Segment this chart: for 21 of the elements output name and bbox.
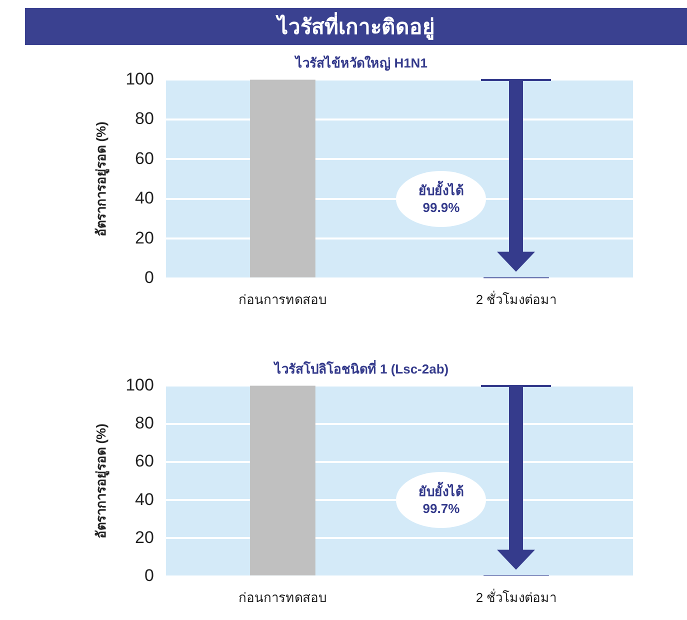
chart-title: ไวรัสโปลิโอชนิดที่ 1 (Lsc-2ab) (272, 359, 449, 376)
x-tick-label: ก่อนการทดสอบ (238, 590, 327, 605)
y-tick-label: 0 (144, 566, 154, 586)
y-axis-title: อัตราการอยู่รอด (%) (93, 424, 110, 538)
y-tick-label: 0 (144, 268, 154, 288)
y-tick-label: 40 (135, 490, 154, 509)
x-tick-label: 2 ชั่วโมงต่อมา (476, 290, 557, 307)
chart-title: ไวรัสที่เกาะติดอยู่ (25, 8, 687, 45)
y-tick-label: 80 (135, 413, 154, 432)
y-tick-label: 20 (135, 528, 154, 547)
y-tick-label: 60 (135, 452, 154, 471)
y-tick-label: 100 (126, 69, 154, 88)
chart-subtitle: ไวรัสไข้หวัดใหญ่ H1N1 (294, 54, 428, 72)
y-tick-label: 80 (135, 109, 154, 128)
y-tick-label: 40 (135, 188, 154, 208)
x-tick-label: ก่อนการทดสอบ (238, 292, 327, 307)
x-tick-label: 2 ชั่วโมงต่อมา (476, 588, 557, 605)
y-tick-label: 100 (126, 375, 154, 394)
y-tick-label: 20 (135, 228, 154, 248)
y-tick-label: 60 (135, 148, 154, 168)
y-axis-title: อัตราการอยู่รอด (%) (93, 122, 110, 236)
